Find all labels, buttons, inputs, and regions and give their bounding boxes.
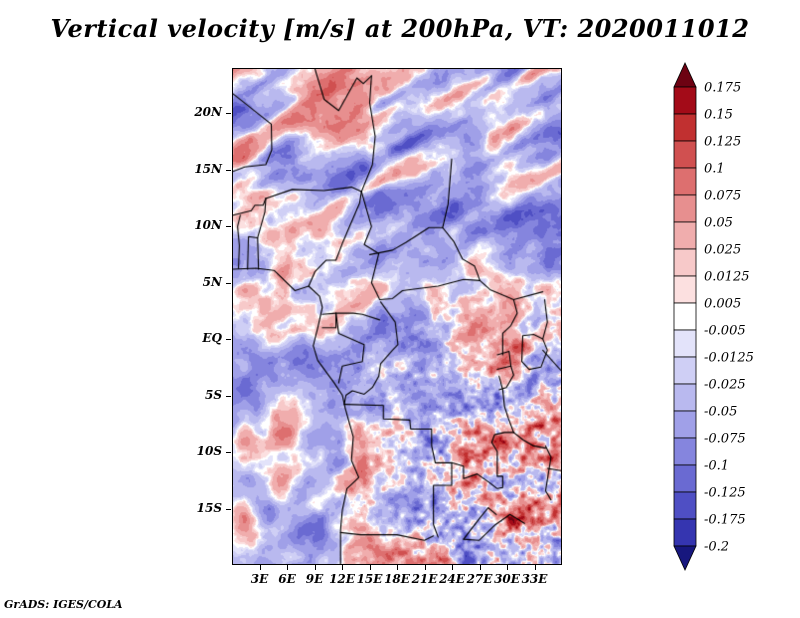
- x-tick-label: 15E: [356, 572, 383, 586]
- colorbar-tick-label: -0.125: [704, 486, 746, 501]
- colorbar-arrow-down: [673, 545, 697, 571]
- y-tick-label: 5S: [204, 387, 222, 402]
- colorbar-tick-label: -0.075: [704, 432, 746, 447]
- y-tick-label: 10N: [194, 218, 222, 233]
- colorbar-segment: [673, 410, 697, 439]
- colorbar-tick-label: 0.05: [704, 216, 733, 231]
- y-tick-label: 5N: [202, 274, 222, 289]
- x-tick-mark: [287, 565, 288, 570]
- colorbar-segment: [673, 221, 697, 250]
- y-tick-label: 20N: [194, 105, 222, 120]
- x-tick-mark: [452, 565, 453, 570]
- colorbar-tick-label: -0.175: [704, 513, 746, 528]
- y-tick-mark: [226, 339, 231, 341]
- colorbar-segment: [673, 167, 697, 196]
- colorbar-segment: [673, 518, 697, 547]
- colorbar-tick-label: -0.025: [704, 378, 746, 393]
- colorbar-segment: [673, 437, 697, 466]
- colorbar: 0.175 0.15 0.125 0.1 0.075 0.05 0.025 0.0125 0.0…: [673, 62, 754, 571]
- vertical-velocity-field-canvas: [233, 69, 561, 564]
- grads-credit: GrADS: IGES/COLA: [4, 598, 123, 611]
- y-tick-mark: [226, 113, 231, 115]
- x-tick-mark: [314, 565, 316, 570]
- x-tick-label: 3E: [250, 572, 269, 586]
- colorbar-arrow-up: [673, 62, 697, 88]
- x-tick-label: 24E: [439, 572, 465, 586]
- colorbar-segment: [673, 275, 697, 304]
- y-tick-label: 10S: [196, 444, 222, 459]
- y-tick-label: 15N: [194, 161, 222, 176]
- x-tick-label: 27E: [466, 572, 493, 586]
- colorbar-tick-label: -0.0125: [704, 351, 754, 366]
- x-tick-mark: [259, 565, 261, 570]
- colorbar-tick-label: 0.005: [704, 297, 741, 312]
- colorbar-segment: [673, 356, 697, 385]
- y-tick-mark: [226, 169, 231, 171]
- y-tick-label: 15S: [196, 500, 222, 515]
- x-tick-mark: [424, 565, 426, 570]
- x-tick-label: 30E: [494, 572, 520, 586]
- x-tick-label: 12E: [329, 572, 355, 586]
- colorbar-tick-label: -0.1: [704, 459, 729, 474]
- colorbar-segment: [673, 329, 697, 358]
- colorbar-tick-label: 0.0125: [704, 270, 750, 285]
- colorbar-segment: [673, 194, 697, 223]
- colorbar-segment: [673, 491, 697, 520]
- colorbar-segment: [673, 248, 697, 277]
- y-tick-mark: [226, 226, 231, 228]
- colorbar-tick-label: 0.1: [704, 162, 725, 177]
- x-tick-mark: [342, 565, 343, 570]
- colorbar-tick-label: -0.2: [704, 540, 729, 555]
- colorbar-tick-label: -0.005: [704, 324, 746, 339]
- colorbar-tick-label: 0.125: [704, 135, 741, 150]
- colorbar-tick-label: 0.075: [704, 189, 741, 204]
- colorbar-segment: [673, 464, 697, 493]
- y-tick-label: EQ: [202, 331, 222, 346]
- x-tick-mark: [397, 565, 398, 570]
- x-tick-label: 18E: [384, 572, 410, 586]
- y-tick-mark: [226, 508, 231, 510]
- x-tick-label: 33E: [521, 572, 548, 586]
- y-tick-mark: [226, 282, 231, 284]
- colorbar-segment: [673, 383, 697, 412]
- colorbar-segment: [673, 86, 697, 115]
- x-tick-mark: [534, 565, 536, 570]
- x-tick-mark: [479, 565, 481, 570]
- colorbar-tick-label: 0.175: [704, 81, 741, 96]
- y-tick-mark: [226, 452, 231, 454]
- x-tick-mark: [507, 565, 508, 570]
- colorbar-segment: [673, 302, 697, 331]
- x-tick-label: 9E: [305, 572, 324, 586]
- colorbar-tick-label: -0.05: [704, 405, 737, 420]
- y-tick-mark: [226, 395, 231, 397]
- colorbar-tick-label: 0.025: [704, 243, 741, 258]
- chart-title: Vertical velocity [m/s] at 200hPa, VT: 2…: [50, 14, 750, 43]
- x-tick-mark: [369, 565, 371, 570]
- colorbar-segment: [673, 113, 697, 142]
- map-plot-frame: [232, 68, 562, 565]
- x-tick-label: 6E: [278, 572, 296, 586]
- x-tick-label: 21E: [411, 572, 438, 586]
- colorbar-tick-label: 0.15: [704, 108, 733, 123]
- colorbar-segment: [673, 140, 697, 169]
